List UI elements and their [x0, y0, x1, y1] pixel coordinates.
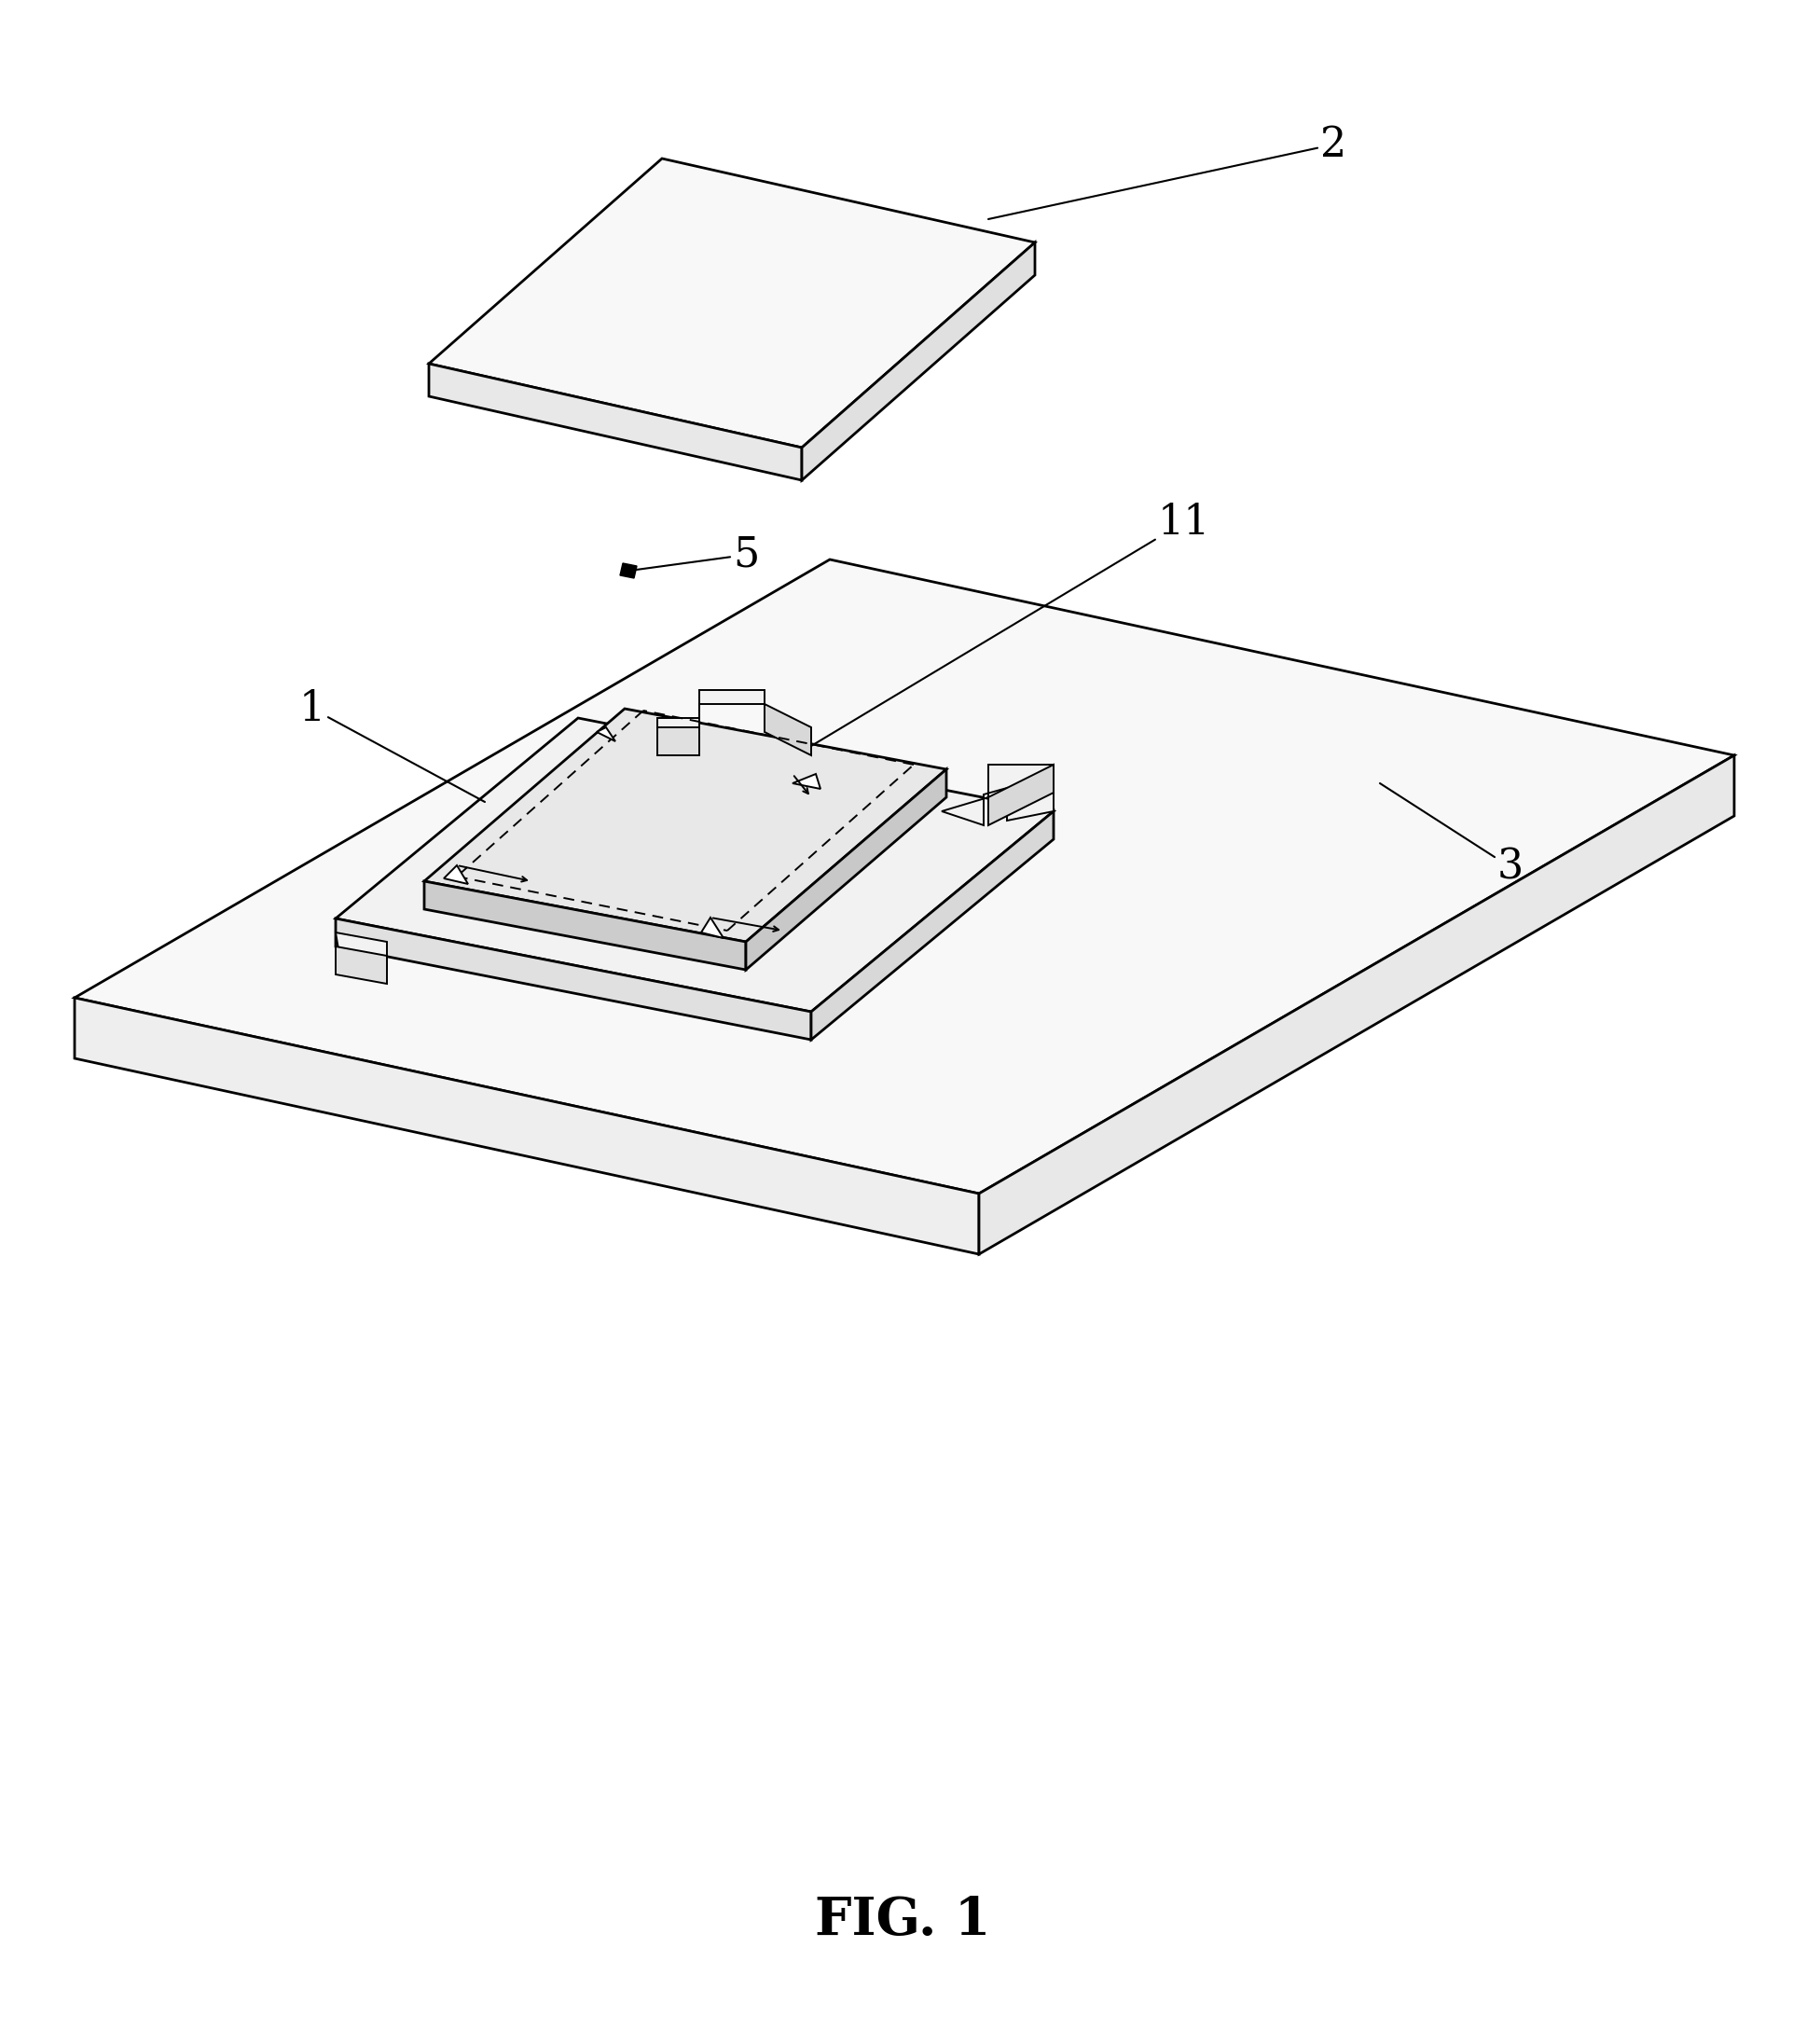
Text: 3: 3	[1380, 783, 1524, 887]
Polygon shape	[336, 918, 811, 1040]
Polygon shape	[701, 918, 724, 938]
Polygon shape	[424, 881, 746, 969]
Text: 2: 2	[988, 125, 1347, 219]
Polygon shape	[428, 159, 1035, 448]
Polygon shape	[444, 865, 468, 883]
Polygon shape	[336, 717, 1053, 1012]
Polygon shape	[802, 243, 1035, 480]
Polygon shape	[811, 811, 1053, 1040]
Text: 11: 11	[811, 503, 1210, 746]
Polygon shape	[657, 728, 699, 756]
Polygon shape	[657, 691, 811, 728]
Polygon shape	[746, 769, 946, 969]
Polygon shape	[424, 709, 946, 942]
Polygon shape	[941, 764, 1053, 826]
Polygon shape	[336, 946, 386, 983]
Polygon shape	[988, 764, 1053, 826]
Polygon shape	[596, 728, 616, 742]
Polygon shape	[979, 756, 1734, 1255]
Text: 5: 5	[628, 536, 759, 574]
Text: 1: 1	[300, 689, 484, 801]
Polygon shape	[74, 997, 979, 1255]
Text: FIG. 1: FIG. 1	[815, 1895, 990, 1946]
Polygon shape	[793, 775, 820, 789]
Polygon shape	[428, 364, 802, 480]
Polygon shape	[336, 932, 386, 969]
Polygon shape	[764, 703, 811, 756]
Polygon shape	[74, 560, 1734, 1194]
Polygon shape	[619, 564, 638, 578]
